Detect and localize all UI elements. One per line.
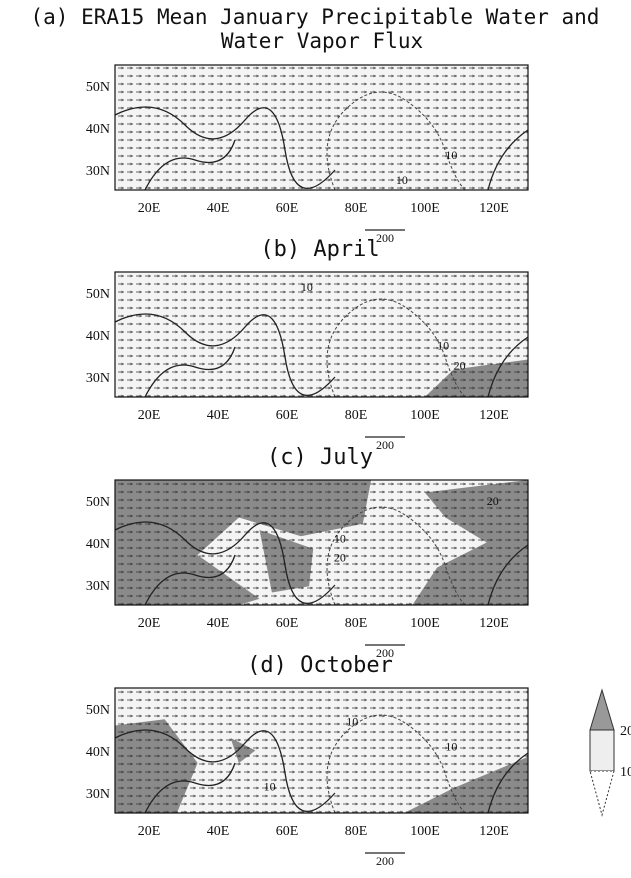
x-tick-label: 100E bbox=[410, 824, 440, 839]
x-tick-label: 80E bbox=[345, 616, 368, 631]
map-frame bbox=[114, 64, 529, 191]
x-tick-label: 100E bbox=[410, 408, 440, 423]
flux-vectors bbox=[115, 480, 528, 605]
contour-label: 10 bbox=[301, 280, 313, 294]
x-tick-label: 60E bbox=[276, 824, 299, 839]
x-tick-label: 120E bbox=[479, 824, 509, 839]
map-frame bbox=[114, 479, 529, 606]
y-tick-label: 50N bbox=[86, 703, 110, 718]
panel-title: (b) April bbox=[260, 237, 379, 262]
x-tick-label: 80E bbox=[345, 201, 368, 216]
coastline bbox=[114, 106, 529, 191]
title-line: (a) ERA15 Mean January Precipitable Wate… bbox=[31, 5, 600, 29]
y-tick-label: 40N bbox=[86, 329, 110, 344]
flux-vectors bbox=[115, 688, 528, 813]
map-panel: 10 10 20E 40E 60E 80E 100E 120E 50N 40N 30N 200 bbox=[86, 64, 529, 245]
contour-label: 10 bbox=[437, 339, 449, 353]
reference-label: 200 bbox=[376, 231, 394, 245]
contour-label: 10 bbox=[445, 148, 457, 162]
map-frame bbox=[114, 271, 529, 398]
y-tick-label: 40N bbox=[86, 537, 110, 552]
y-tick-label: 30N bbox=[86, 579, 110, 594]
x-tick-label: 40E bbox=[207, 824, 230, 839]
contour-label: 10 bbox=[346, 715, 358, 729]
contour-label: 10 bbox=[445, 740, 457, 754]
y-tick-label: 50N bbox=[86, 80, 110, 95]
x-tick-label: 20E bbox=[138, 201, 161, 216]
flux-vectors bbox=[115, 272, 528, 397]
contour bbox=[326, 91, 466, 191]
coastline bbox=[114, 729, 529, 814]
x-tick-label: 80E bbox=[345, 824, 368, 839]
reference-label: 200 bbox=[376, 438, 394, 452]
map-panel: 10 10 10 20E 40E 60E 80E 100E 120E 50N 40N 30N (d) O… bbox=[86, 653, 529, 868]
x-tick-label: 120E bbox=[479, 616, 509, 631]
legend-label: 10 bbox=[620, 765, 631, 780]
y-tick-label: 40N bbox=[86, 745, 110, 760]
x-tick-label: 40E bbox=[207, 408, 230, 423]
contour bbox=[326, 298, 466, 398]
map-frame bbox=[114, 687, 529, 814]
x-tick-label: 60E bbox=[276, 616, 299, 631]
contour bbox=[326, 506, 466, 606]
x-tick-label: 60E bbox=[276, 201, 299, 216]
x-tick-label: 100E bbox=[410, 201, 440, 216]
contour-label: 10 bbox=[264, 780, 276, 794]
contour-label: 10 bbox=[334, 532, 346, 546]
x-tick-label: 120E bbox=[479, 408, 509, 423]
map-panel: 10 10 20 20E 40E 60E 80E 100E 120E 50N 40N 30N (b) A… bbox=[86, 237, 529, 452]
contour bbox=[326, 714, 466, 814]
x-tick-label: 60E bbox=[276, 408, 299, 423]
y-tick-label: 50N bbox=[86, 495, 110, 510]
contour-label: 20 bbox=[487, 494, 499, 508]
x-tick-label: 100E bbox=[410, 616, 440, 631]
x-tick-label: 80E bbox=[345, 408, 368, 423]
x-tick-label: 120E bbox=[479, 201, 509, 216]
coastline bbox=[114, 521, 529, 606]
contour-label: 10 bbox=[396, 173, 408, 187]
legend-label: 20 bbox=[620, 724, 631, 739]
y-tick-label: 30N bbox=[86, 371, 110, 386]
contour-label: 20 bbox=[334, 550, 346, 564]
y-tick-label: 50N bbox=[86, 287, 110, 302]
reference-label: 200 bbox=[376, 854, 394, 868]
x-tick-label: 20E bbox=[138, 616, 161, 631]
contour-label: 20 bbox=[454, 359, 466, 373]
coastline bbox=[114, 313, 529, 398]
y-tick-label: 30N bbox=[86, 164, 110, 179]
flux-vectors bbox=[115, 65, 528, 190]
y-tick-label: 30N bbox=[86, 787, 110, 802]
map-panel: 20 10 20 20E 40E 60E 80E 100E 120E 50N 40N 30N (c) J… bbox=[86, 445, 529, 660]
x-tick-label: 40E bbox=[207, 616, 230, 631]
y-tick-label: 40N bbox=[86, 122, 110, 137]
panel-title: (d) October bbox=[247, 653, 393, 678]
x-tick-label: 20E bbox=[138, 408, 161, 423]
title-line: Water Vapor Flux bbox=[221, 29, 423, 53]
reference-label: 200 bbox=[376, 646, 394, 660]
panel-title: (c) July bbox=[267, 445, 373, 470]
x-tick-label: 20E bbox=[138, 824, 161, 839]
colorbar: 20 10 bbox=[589, 688, 631, 817]
x-tick-label: 40E bbox=[207, 201, 230, 216]
